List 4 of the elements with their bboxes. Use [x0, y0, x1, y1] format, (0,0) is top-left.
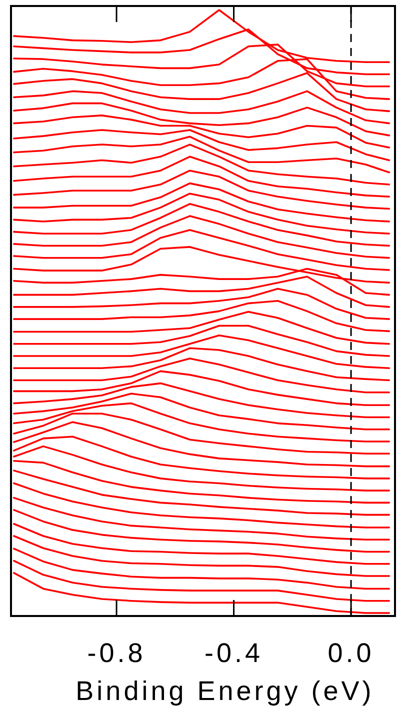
- x-tick-label: 0.0: [328, 638, 374, 668]
- x-tick-label: -0.4: [204, 638, 264, 668]
- x-tick-label: -0.8: [87, 638, 146, 668]
- x-axis-title: Binding Energy (eV): [76, 676, 374, 706]
